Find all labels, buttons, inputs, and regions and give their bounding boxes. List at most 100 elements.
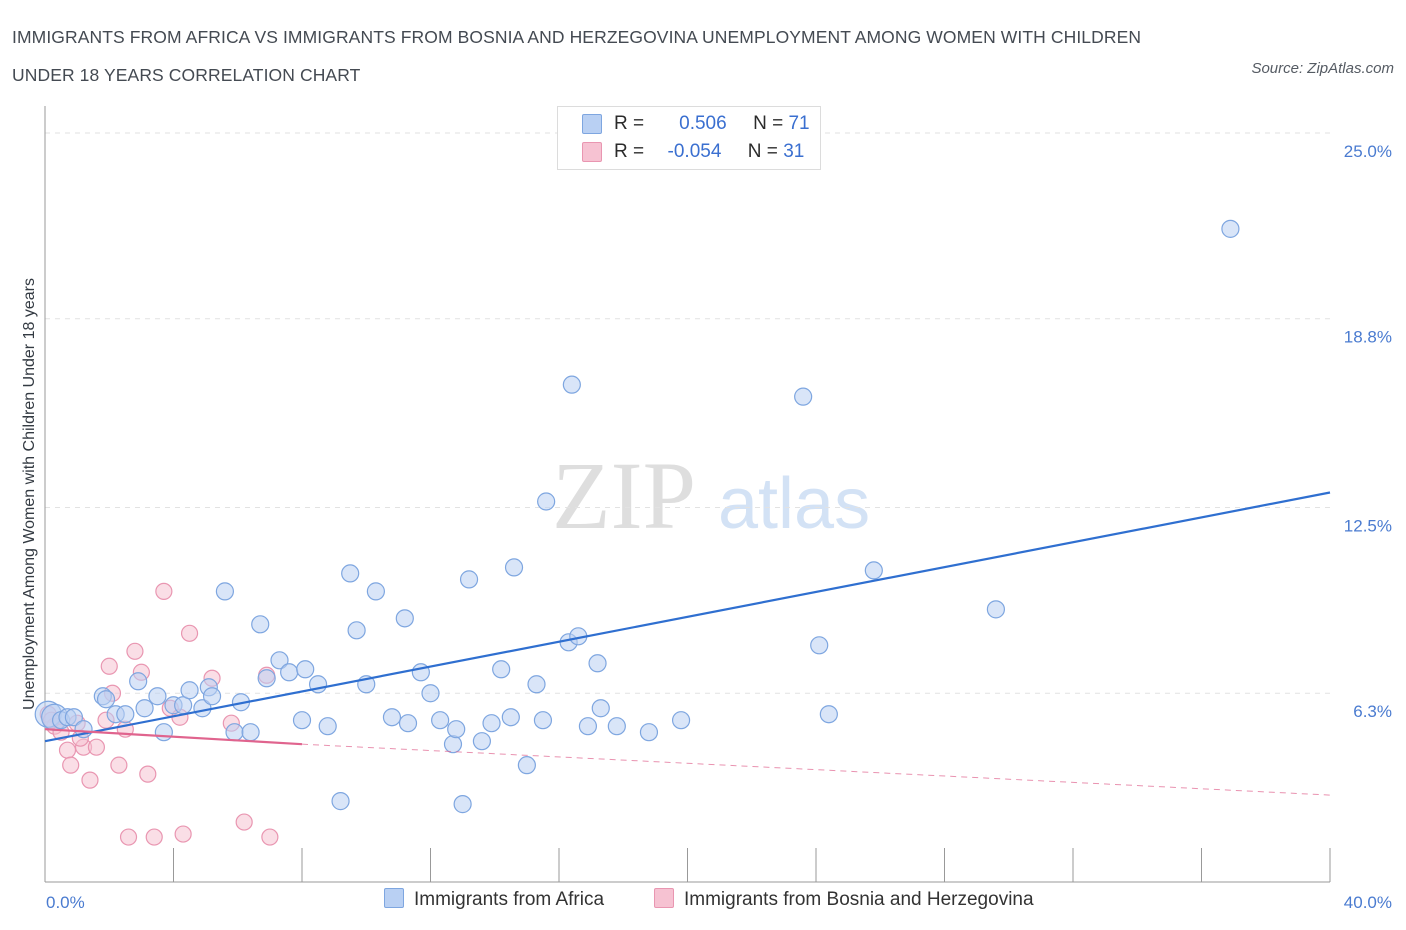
data-point-africa (671, 711, 691, 730)
data-point-bosnia (261, 828, 279, 846)
data-point-africa (421, 684, 440, 703)
data-point-bosnia (58, 741, 77, 759)
y-tick-label: 6.3% (1353, 702, 1392, 721)
watermark-atlas: atlas (718, 464, 870, 544)
data-point-africa (453, 795, 472, 814)
data-point-africa (257, 669, 276, 688)
bottom-legend-swatch-bosnia (654, 888, 674, 908)
y-axis-label: Unemployment Among Women with Children U… (21, 278, 38, 710)
data-point-africa (280, 663, 299, 682)
data-point-africa (578, 717, 598, 736)
data-point-africa (215, 582, 234, 601)
legend-n-label: N = (747, 141, 778, 162)
data-point-africa (296, 660, 315, 679)
data-point-bosnia (180, 624, 199, 642)
legend-swatch-bosnia (582, 142, 602, 162)
bottom-legend-label-africa: Immigrants from Africa (414, 889, 605, 910)
data-point-africa (607, 717, 626, 736)
bottom-legend-swatch-africa (384, 888, 404, 908)
data-point-africa (447, 720, 466, 739)
data-point-africa (241, 723, 260, 742)
x-tick-label: 0.0% (46, 893, 85, 912)
data-point-africa (331, 792, 350, 811)
data-point-bosnia (119, 828, 138, 846)
y-tick-label: 12.5% (1344, 516, 1392, 535)
data-point-africa (341, 564, 360, 583)
bottom-legend-bosnia: Immigrants from Bosnia and Herzegovina (654, 888, 1034, 911)
data-point-bosnia (100, 657, 118, 675)
legend-r-label: R = (614, 141, 645, 162)
data-point-africa (819, 705, 838, 724)
data-point-africa (986, 600, 1006, 619)
data-point-africa (562, 375, 581, 394)
data-point-africa (639, 723, 659, 742)
data-point-africa (270, 651, 289, 670)
data-point-bosnia (174, 825, 192, 843)
data-point-africa (864, 561, 883, 580)
data-point-africa (382, 708, 402, 727)
legend-r-label: R = (614, 113, 645, 134)
data-point-africa (517, 756, 536, 775)
data-point-africa (395, 609, 414, 628)
data-point-bosnia (126, 642, 144, 660)
trend-line-africa (44, 491, 1331, 743)
data-point-africa (431, 711, 450, 730)
legend-n-label: N = (753, 113, 784, 134)
data-point-africa (347, 621, 366, 640)
data-point-bosnia (145, 828, 163, 846)
data-point-africa (96, 690, 116, 709)
data-point-bosnia (87, 738, 106, 756)
data-point-africa (366, 582, 385, 601)
tick-labels: 6.3% 12.5% 18.8% 25.0% 0.0% 40.0% (46, 142, 1392, 912)
data-point-africa (180, 681, 199, 700)
x-tick-label: 40.0% (1344, 893, 1392, 912)
data-point-africa (116, 705, 135, 724)
data-point-africa (588, 654, 607, 673)
legend-n-value-africa: 71 (788, 113, 810, 134)
data-point-africa (225, 723, 244, 742)
bottom-legend-africa: Immigrants from Africa (384, 888, 604, 911)
trend-lines (44, 491, 1331, 796)
data-point-africa (482, 714, 501, 733)
data-point-africa (1221, 219, 1240, 238)
data-point-bosnia (110, 756, 128, 774)
data-point-africa (501, 708, 520, 727)
data-point-africa (591, 699, 610, 718)
data-point-africa (202, 687, 222, 706)
data-point-bosnia (62, 756, 80, 774)
axes (44, 106, 1331, 883)
y-tick-label: 18.8% (1344, 328, 1392, 347)
data-point-bosnia (235, 813, 253, 831)
data-point-africa (492, 660, 511, 679)
legend-n-value-bosnia: 31 (783, 141, 805, 162)
data-point-africa (64, 708, 84, 727)
data-point-africa (537, 492, 556, 511)
data-point-africa (148, 687, 167, 706)
data-point-africa (533, 711, 553, 730)
bottom-legend-label-bosnia: Immigrants from Bosnia and Herzegovina (684, 889, 1034, 910)
trend-line-bosnia (44, 728, 303, 746)
legend-r-value-africa: 0.506 (679, 113, 727, 134)
data-point-africa (292, 711, 312, 730)
trend-line-bosnia-extended (301, 743, 1331, 796)
data-point-africa (472, 732, 491, 751)
chart-title: IMMIGRANTS FROM AFRICA VS IMMIGRANTS FRO… (12, 27, 1142, 85)
data-point-africa (810, 636, 829, 655)
watermark-zip: ZIP (552, 442, 696, 549)
data-point-bosnia (81, 771, 99, 789)
data-point-africa (527, 675, 546, 694)
data-point-africa (135, 699, 154, 718)
data-point-africa (129, 672, 148, 691)
gridlines (45, 132, 1330, 694)
legend-swatch-africa (582, 114, 602, 134)
data-point-africa (459, 570, 479, 589)
data-point-bosnia (155, 582, 173, 600)
data-point-africa (794, 387, 813, 406)
data-point-africa (318, 717, 337, 736)
data-point-bosnia (139, 765, 157, 783)
source-label: Source: ZipAtlas.com (1251, 60, 1394, 77)
legend-r-value-bosnia: -0.054 (667, 141, 722, 162)
data-point-africa (398, 714, 418, 733)
data-point-africa (504, 558, 524, 577)
